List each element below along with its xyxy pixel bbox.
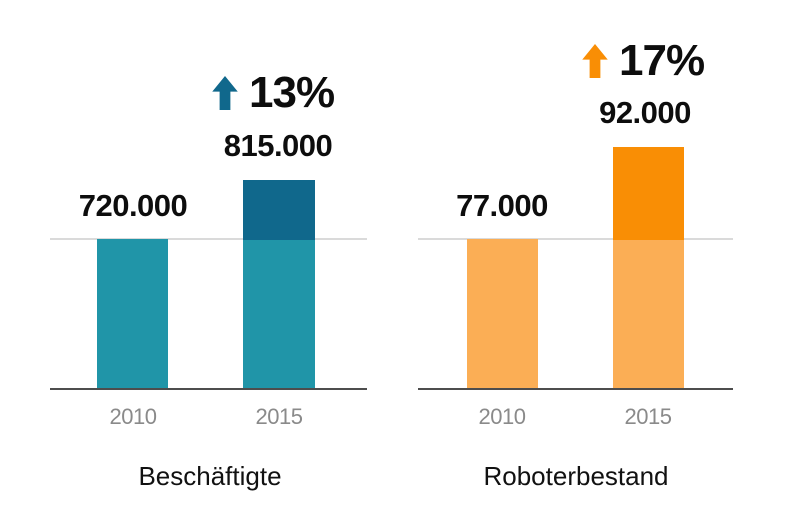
gridline-2010-level-left bbox=[50, 238, 367, 240]
value-label-beschaeftigte-2015: 815.000 bbox=[223, 128, 333, 163]
change-percent-label: 17% bbox=[619, 36, 705, 85]
bar-beschaeftigte-2015-increase bbox=[243, 180, 315, 240]
value-label-roboterbestand-2015: 92.000 bbox=[599, 95, 691, 130]
bar-roboterbestand-2015-increase bbox=[613, 147, 684, 240]
change-badge-roboterbestand: 17% bbox=[581, 36, 705, 85]
bar-beschaeftigte-2015-base bbox=[243, 240, 315, 388]
value-label-roboterbestand-2010: 77.000 bbox=[456, 188, 548, 223]
arrow-up-icon bbox=[581, 44, 609, 78]
change-badge-beschaeftigte: 13% bbox=[211, 68, 335, 117]
baseline-axis-left bbox=[50, 388, 367, 390]
bar-roboterbestand-2015-base bbox=[613, 240, 684, 388]
year-label-roboterbestand-2015: 2015 bbox=[624, 404, 672, 429]
year-label-roboterbestand-2010: 2010 bbox=[478, 404, 526, 429]
year-label-beschaeftigte-2015: 2015 bbox=[255, 404, 303, 429]
arrow-up-icon bbox=[211, 76, 239, 110]
bar-roboterbestand-2010 bbox=[467, 239, 538, 388]
gridline-2010-level-right bbox=[418, 238, 733, 240]
panel-title-beschaeftigte: Beschäftigte bbox=[138, 461, 282, 491]
year-label-beschaeftigte-2010: 2010 bbox=[109, 404, 157, 429]
bar-beschaeftigte-2010 bbox=[97, 239, 168, 388]
panel-title-roboterbestand: Roboterbestand bbox=[483, 461, 669, 491]
change-percent-label: 13% bbox=[249, 68, 335, 117]
value-label-beschaeftigte-2010: 720.000 bbox=[78, 188, 188, 223]
baseline-axis-right bbox=[418, 388, 733, 390]
